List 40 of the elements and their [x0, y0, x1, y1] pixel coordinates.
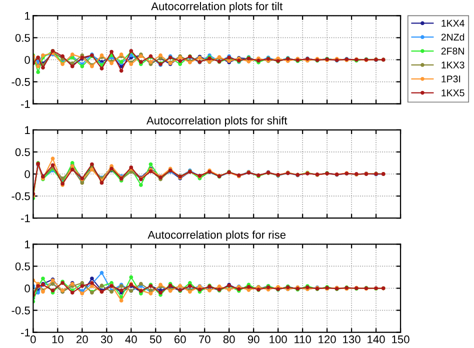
x-tick-label: 40 — [125, 335, 137, 344]
x-tick-label: 150 — [392, 335, 410, 344]
y-tick-label: 1 — [25, 240, 30, 248]
x-tick-label: 50 — [150, 335, 162, 344]
legend-label: 1KX5 — [442, 90, 464, 96]
y-tick-label: -1 — [21, 328, 30, 336]
x-tick-label: 0 — [30, 335, 36, 344]
x-tick-label: 130 — [343, 335, 360, 344]
x-tick-label: 140 — [368, 335, 385, 344]
legend-label: 1KX4 — [442, 20, 464, 27]
x-tick-label: 30 — [100, 335, 112, 344]
x-tick-label: 90 — [248, 335, 260, 344]
x-tick-label: 70 — [199, 335, 210, 344]
y-tick-label: 0 — [24, 284, 30, 292]
y-tick-label: 1 — [25, 12, 30, 20]
y-tick-label: 1 — [25, 126, 30, 134]
legend-label: 1KX3 — [442, 62, 464, 68]
legend-label: 2F8N — [441, 48, 464, 55]
x-tick-label: 120 — [318, 335, 336, 344]
x-tick-label: 110 — [294, 335, 311, 344]
chart-title: Autocorrelation plots for tilt — [151, 2, 283, 12]
x-tick-label: 100 — [270, 335, 287, 344]
chart-title: Autocorrelation plots for shift — [146, 116, 288, 127]
y-tick-label: -1 — [21, 214, 30, 222]
x-tick-label: 80 — [223, 335, 235, 344]
x-tick-label: 20 — [76, 335, 88, 344]
y-tick-label: 0 — [24, 170, 30, 178]
y-tick-label: -1 — [21, 100, 30, 108]
y-tick-label: 0.5 — [15, 148, 30, 156]
x-tick-label: 10 — [52, 335, 64, 344]
y-tick-label: -0.5 — [12, 192, 30, 200]
y-tick-label: 0.5 — [15, 262, 30, 270]
y-tick-label: -0.5 — [12, 306, 30, 314]
legend-label: 2NZd — [441, 33, 464, 41]
y-tick-label: 0 — [24, 56, 30, 64]
chart-title: Autocorrelation plots for rise — [148, 230, 286, 241]
y-tick-label: -0.5 — [12, 78, 30, 86]
legend-label: 1P3I — [442, 76, 460, 82]
y-tick-label: 0.5 — [15, 34, 30, 42]
x-tick-label: 60 — [174, 335, 186, 344]
